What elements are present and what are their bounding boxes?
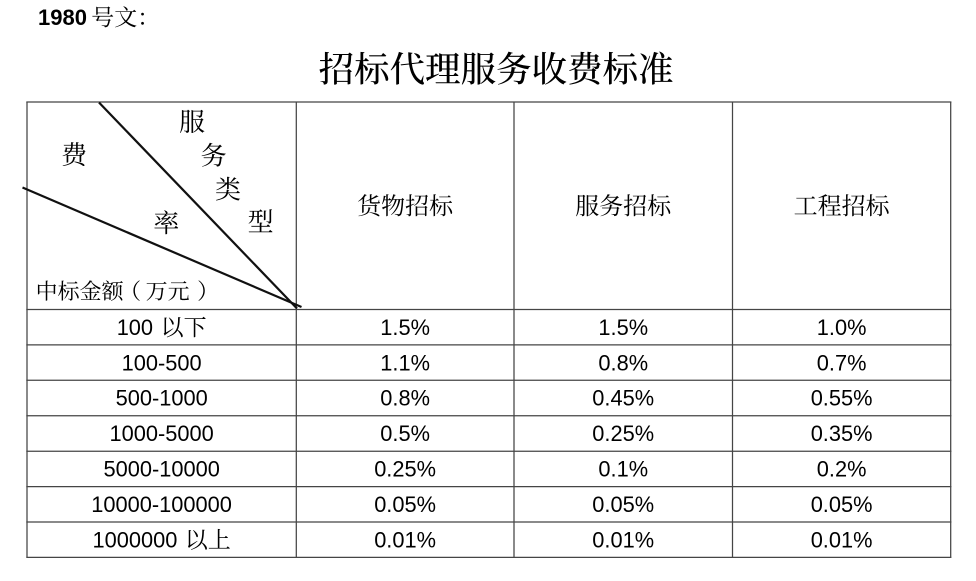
svg-text:1.1%: 1.1% bbox=[380, 350, 430, 375]
svg-text:0.35%: 0.35% bbox=[811, 421, 873, 446]
svg-text:1000000: 1000000 bbox=[93, 527, 178, 552]
svg-text:1.5%: 1.5% bbox=[598, 315, 648, 340]
svg-text:0.2%: 0.2% bbox=[817, 457, 867, 482]
svg-text:1.5%: 1.5% bbox=[380, 315, 430, 340]
svg-text:0.25%: 0.25% bbox=[374, 457, 436, 482]
svg-text:0.25%: 0.25% bbox=[592, 421, 654, 446]
svg-text:0.01%: 0.01% bbox=[374, 527, 436, 552]
svg-text:1.0%: 1.0% bbox=[817, 315, 867, 340]
svg-text:100-500: 100-500 bbox=[122, 350, 202, 375]
svg-text:1000-5000: 1000-5000 bbox=[110, 421, 214, 446]
svg-text:5000-10000: 5000-10000 bbox=[104, 457, 220, 482]
svg-text:0.05%: 0.05% bbox=[374, 492, 436, 517]
svg-text:0.1%: 0.1% bbox=[598, 457, 648, 482]
svg-text:1980: 1980 bbox=[38, 5, 87, 30]
svg-text:100: 100 bbox=[117, 315, 153, 340]
svg-text:0.45%: 0.45% bbox=[592, 386, 654, 411]
svg-text:0.05%: 0.05% bbox=[811, 492, 873, 517]
svg-text:0.8%: 0.8% bbox=[598, 350, 648, 375]
svg-text:0.55%: 0.55% bbox=[811, 386, 873, 411]
svg-text:0.8%: 0.8% bbox=[380, 386, 430, 411]
svg-text:10000-100000: 10000-100000 bbox=[91, 492, 232, 517]
svg-text:0.01%: 0.01% bbox=[592, 527, 654, 552]
svg-text:0.5%: 0.5% bbox=[380, 421, 430, 446]
svg-text:500-1000: 500-1000 bbox=[116, 386, 208, 411]
svg-text:0.7%: 0.7% bbox=[817, 350, 867, 375]
svg-text:0.05%: 0.05% bbox=[592, 492, 654, 517]
svg-text:0.01%: 0.01% bbox=[811, 527, 873, 552]
